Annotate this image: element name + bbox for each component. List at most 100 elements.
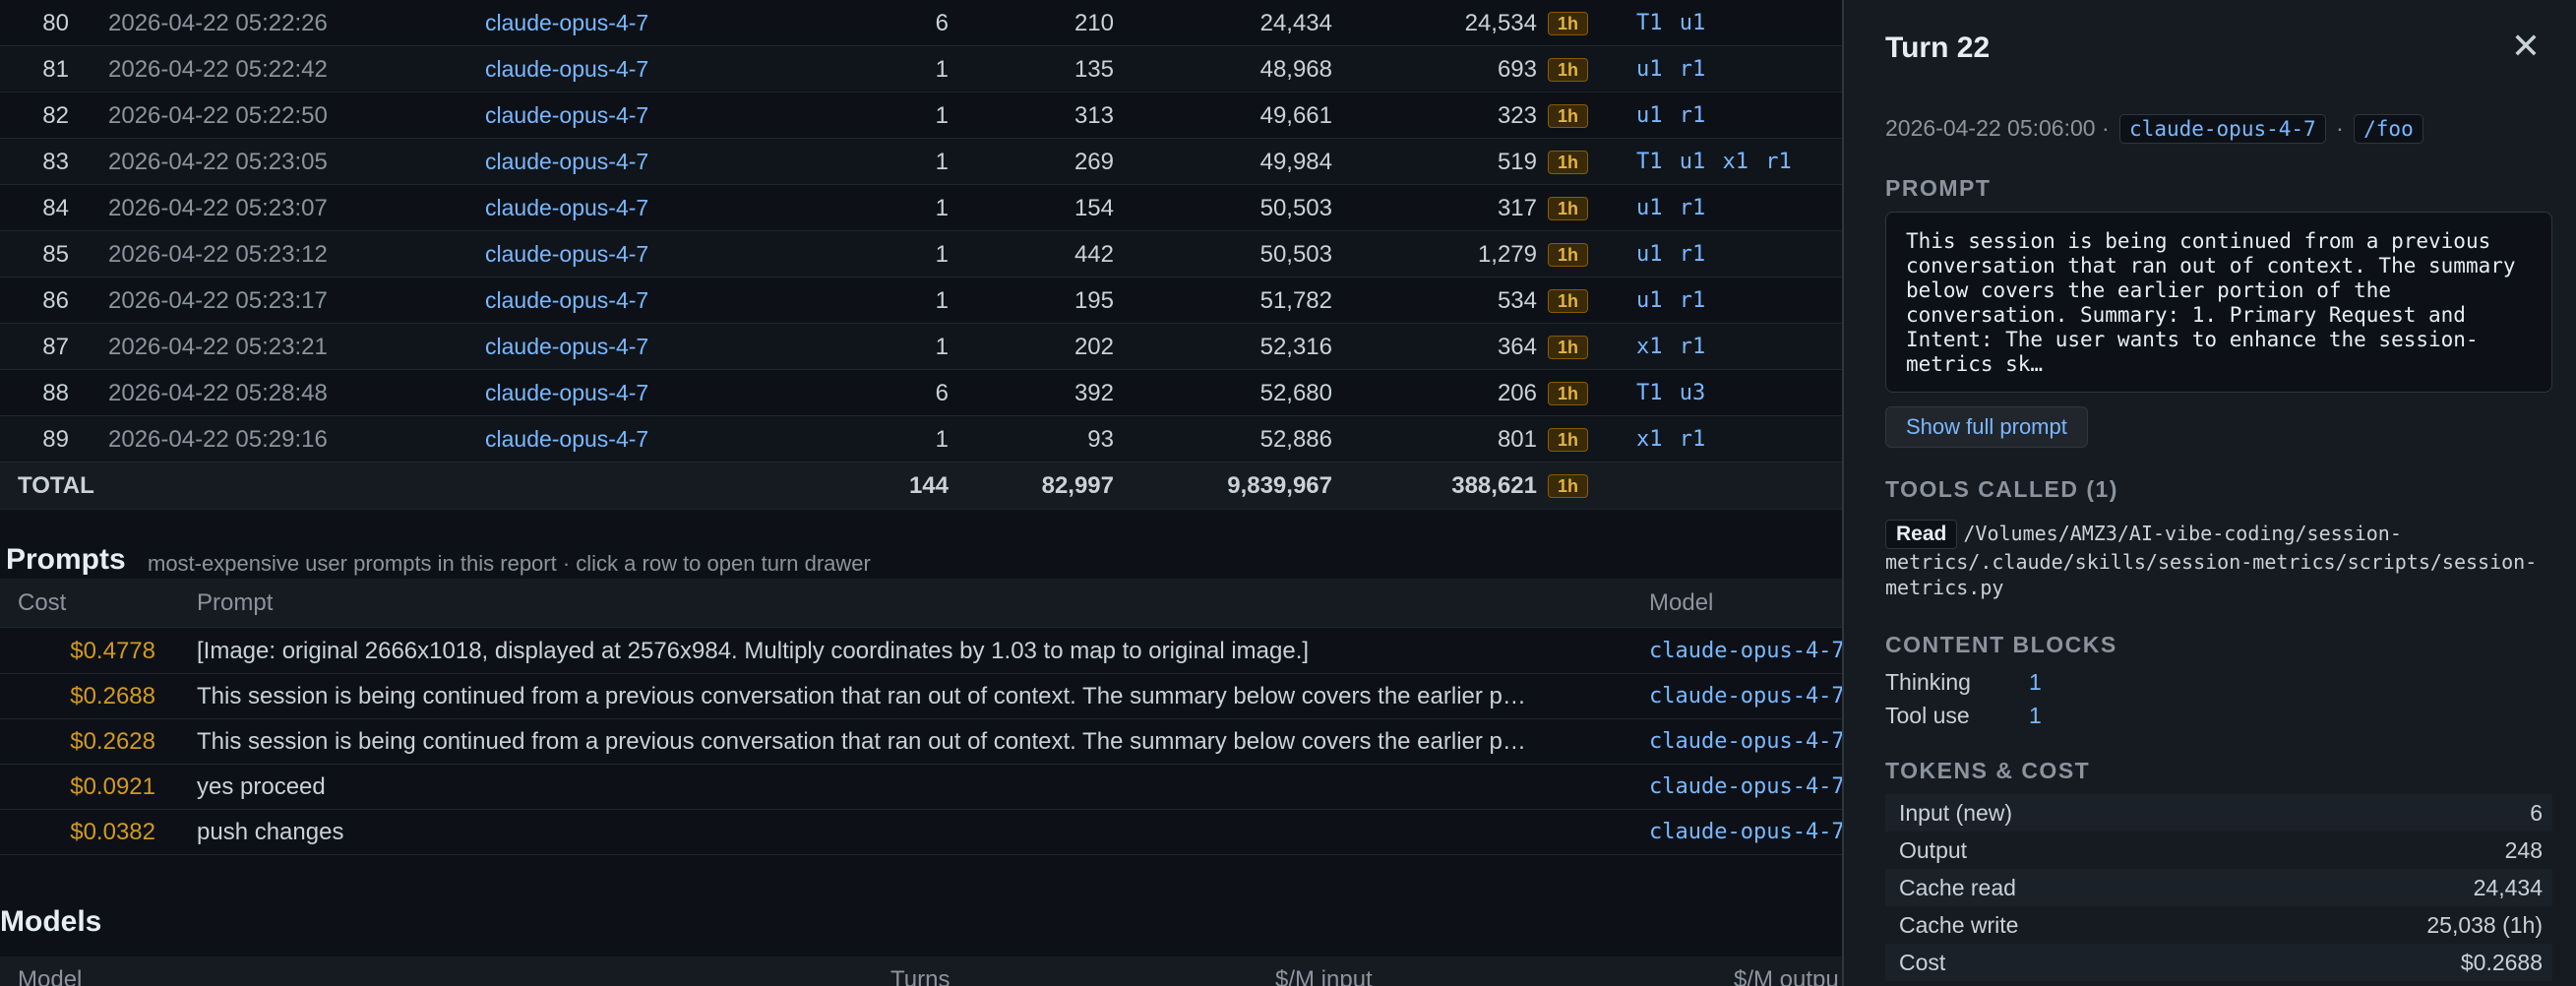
- token-row: Cache read 24,434: [1885, 869, 2552, 906]
- turn-model: claude-opus-4-7: [485, 102, 649, 128]
- prompts-section-subtitle: most-expensive user prompts in this repo…: [148, 551, 871, 576]
- prompt-text: yes proceed: [197, 773, 326, 800]
- turn-model: claude-opus-4-7: [485, 287, 649, 313]
- turn-index: 80: [42, 10, 69, 36]
- prompt-row[interactable]: $0.0382 push changes claude-opus-4-7: [0, 810, 1842, 855]
- turn-cache-read: 49,661: [1259, 102, 1332, 129]
- turn-cache-read: 50,503: [1259, 241, 1332, 268]
- col-model-header[interactable]: Model: [18, 966, 83, 986]
- drawer-title: Turn 22: [1885, 31, 1991, 64]
- turn-input: 1: [935, 426, 949, 453]
- meta-separator: ·: [2101, 115, 2110, 141]
- turn-row[interactable]: 84 2026-04-22 05:23:07 claude-opus-4-7 1 154…: [0, 185, 1842, 231]
- ttl-badge: 1h: [1548, 243, 1589, 267]
- col-input-price-header[interactable]: $/M input: [1275, 966, 1373, 986]
- content-block-label: Tool use: [1885, 703, 1970, 728]
- ttl-badge: 1h: [1548, 428, 1589, 452]
- turn-model: claude-opus-4-7: [485, 10, 649, 35]
- turn-tags: T1 u1 x1 r1: [1636, 150, 1792, 174]
- turn-cache-write: 801: [1497, 426, 1537, 453]
- turn-model: claude-opus-4-7: [485, 56, 649, 82]
- total-cache-write: 388,621: [1451, 472, 1537, 499]
- token-value: 248: [2504, 837, 2543, 863]
- turn-row[interactable]: 88 2026-04-22 05:28:48 claude-opus-4-7 6 392…: [0, 370, 1842, 416]
- prompt-row[interactable]: $0.4778 [Image: original 2666x1018, displ…: [0, 629, 1842, 674]
- col-model-header[interactable]: Model: [1649, 589, 1714, 616]
- turn-output: 269: [1073, 149, 1114, 175]
- turn-cache-read: 48,968: [1259, 56, 1332, 83]
- ttl-badge: 1h: [1548, 336, 1589, 359]
- show-full-prompt-button[interactable]: Show full prompt: [1885, 406, 2088, 448]
- turn-row[interactable]: 83 2026-04-22 05:23:05 claude-opus-4-7 1 269…: [0, 139, 1842, 185]
- models-section-title: Models: [0, 905, 102, 938]
- prompt-text: This session is being continued from a p…: [197, 728, 1526, 755]
- turn-cache-read: 49,984: [1259, 149, 1332, 175]
- token-label: Input (new): [1899, 800, 2013, 826]
- turn-tags: u1 r1: [1636, 242, 1706, 267]
- prompt-model: claude-opus-4-7: [1649, 774, 1842, 799]
- turn-model: claude-opus-4-7: [485, 380, 649, 405]
- turn-output: 313: [1073, 102, 1114, 129]
- prompt-row[interactable]: $0.0921 yes proceed claude-opus-4-7: [0, 765, 1842, 810]
- turn-cache-write: 1,279: [1477, 241, 1537, 268]
- models-table-header: Model Turns $/M input $/M outpu: [0, 956, 1842, 986]
- prompt-text: push changes: [197, 819, 344, 845]
- turn-timestamp: 2026-04-22 05:23:21: [108, 334, 328, 360]
- turn-cache-write: 206: [1497, 380, 1537, 406]
- turn-cache-write: 364: [1497, 334, 1537, 360]
- turn-row[interactable]: 80 2026-04-22 05:22:26 claude-opus-4-7 6 210…: [0, 0, 1842, 46]
- turn-tags: T1 u3: [1636, 381, 1706, 405]
- token-value: 24,434: [2473, 875, 2543, 900]
- prompt-heading: PROMPT: [1885, 175, 1992, 201]
- prompt-text: [Image: original 2666x1018, displayed at…: [197, 638, 1310, 664]
- total-output: 82,997: [1041, 472, 1114, 499]
- drawer-meta: 2026-04-22 05:06:00 · claude-opus-4-7 · …: [1885, 114, 2427, 144]
- turn-tags: x1 r1: [1636, 335, 1706, 359]
- turn-output: 154: [1073, 195, 1114, 221]
- turn-cache-write: 317: [1497, 195, 1537, 221]
- turn-input: 1: [935, 334, 949, 360]
- content-block-count: 1: [2029, 669, 2042, 695]
- content-block-label: Thinking: [1885, 669, 1971, 695]
- close-icon[interactable]: ✕: [2510, 26, 2541, 66]
- meta-separator: ·: [2336, 115, 2344, 141]
- prompts-section-title: Prompts: [6, 543, 126, 576]
- ttl-badge: 1h: [1548, 12, 1589, 35]
- turn-output: 93: [1087, 426, 1114, 453]
- col-output-price-header[interactable]: $/M outpu: [1734, 966, 1839, 986]
- turn-model: claude-opus-4-7: [485, 241, 649, 267]
- turn-input: 6: [935, 380, 949, 406]
- col-cost-header[interactable]: Cost: [18, 589, 67, 616]
- ttl-badge: 1h: [1548, 197, 1589, 220]
- turn-row[interactable]: 87 2026-04-22 05:23:21 claude-opus-4-7 1 202…: [0, 324, 1842, 370]
- col-turns-header[interactable]: Turns: [890, 966, 951, 986]
- ttl-badge: 1h: [1548, 104, 1589, 128]
- token-label: Output: [1899, 837, 1968, 863]
- turn-cache-write: 519: [1497, 149, 1537, 175]
- turn-output: 202: [1073, 334, 1114, 360]
- turn-model: claude-opus-4-7: [485, 195, 649, 220]
- prompt-row[interactable]: $0.2628 This session is being continued f…: [0, 719, 1842, 765]
- turn-index: 86: [42, 287, 69, 314]
- turn-row[interactable]: 89 2026-04-22 05:29:16 claude-opus-4-7 1 93 5…: [0, 416, 1842, 462]
- turn-timestamp: 2026-04-22 05:23:12: [108, 241, 328, 268]
- prompt-model: claude-opus-4-7: [1649, 820, 1842, 844]
- prompt-row[interactable]: $0.2688 This session is being continued f…: [0, 674, 1842, 719]
- turn-row[interactable]: 82 2026-04-22 05:22:50 claude-opus-4-7 1 313…: [0, 92, 1842, 139]
- token-row: Output 248: [1885, 832, 2552, 869]
- prompt-model: claude-opus-4-7: [1649, 729, 1842, 754]
- turn-row[interactable]: 81 2026-04-22 05:22:42 claude-opus-4-7 1 135…: [0, 46, 1842, 92]
- turn-cache-write: 24,534: [1464, 10, 1537, 36]
- prompt-cost: $0.0921: [70, 773, 155, 800]
- turn-tags: T1 u1: [1636, 11, 1706, 35]
- prompt-preview: This session is being continued from a p…: [1885, 212, 2552, 393]
- turn-row[interactable]: 86 2026-04-22 05:23:17 claude-opus-4-7 1 195…: [0, 277, 1842, 324]
- turn-row[interactable]: 85 2026-04-22 05:23:12 claude-opus-4-7 1 442…: [0, 231, 1842, 277]
- token-row: Input (new) 6: [1885, 794, 2552, 832]
- tool-name-chip: Read: [1885, 520, 1958, 549]
- turn-output: 392: [1073, 380, 1114, 406]
- turn-input: 1: [935, 287, 949, 314]
- turn-index: 85: [42, 241, 69, 268]
- turn-cache-read: 52,316: [1259, 334, 1332, 360]
- col-prompt-header[interactable]: Prompt: [197, 589, 274, 616]
